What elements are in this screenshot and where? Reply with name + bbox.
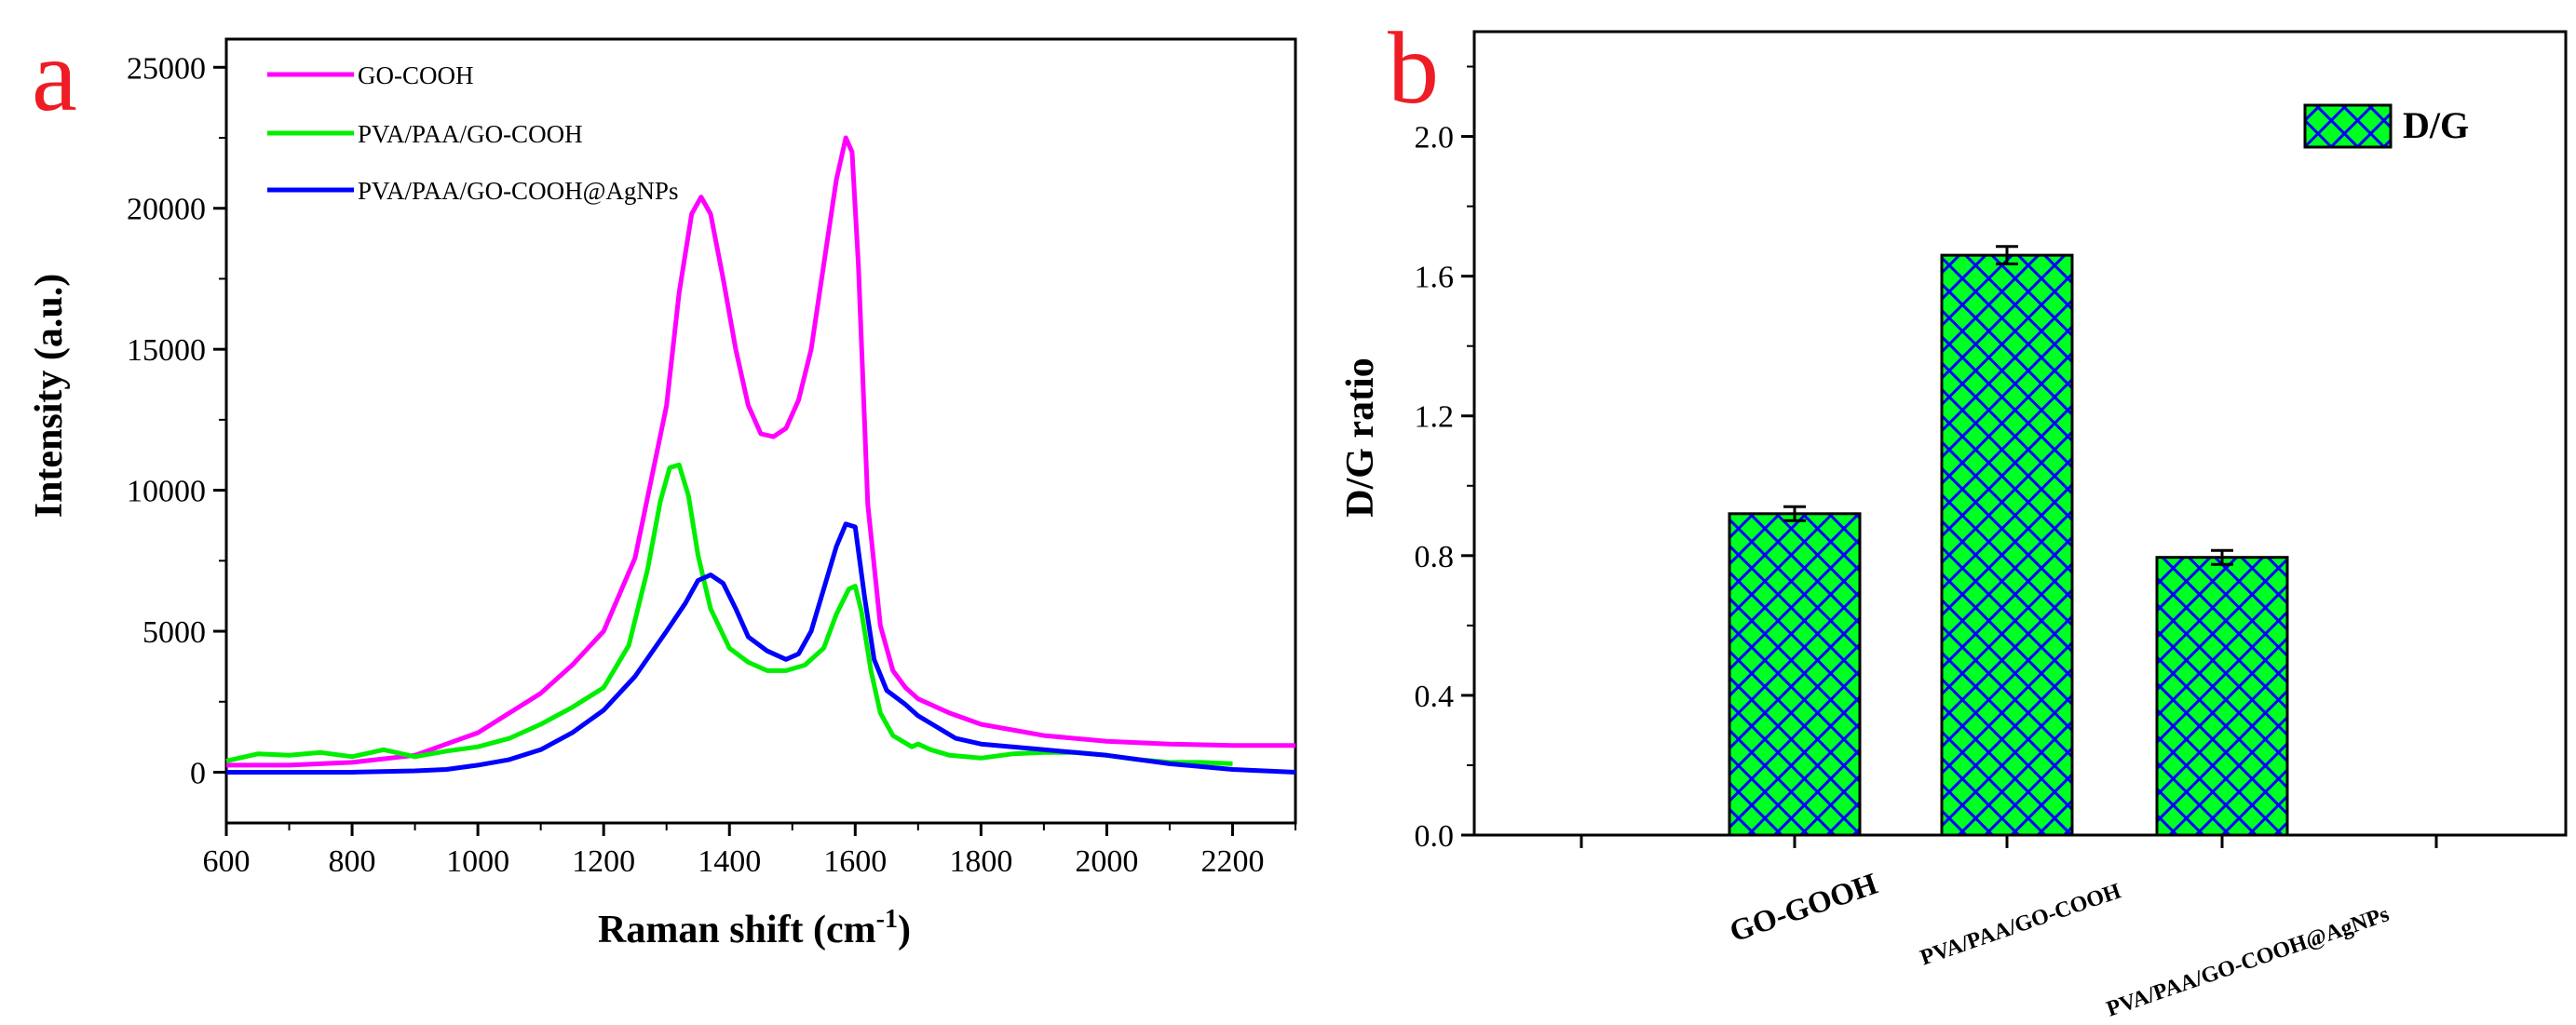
- series-line-2: [225, 462, 1233, 766]
- x-tick-label: 800: [329, 844, 376, 879]
- bar-1: [1728, 512, 1862, 837]
- series-line-1: [226, 135, 1295, 768]
- panel-b-bars: GO-GOOH PVA/PAA/GO-COOHPVA/PAA/GO-COOH@Ag…: [1726, 245, 2393, 1022]
- y-tick-label: 2.0: [1415, 121, 1455, 155]
- legend-label-2: PVA/PAA/GO-COOH: [358, 120, 583, 148]
- y-tick-label: 1.2: [1415, 400, 1455, 435]
- x-tick-label: 600: [203, 844, 251, 879]
- category-label-3: PVA/PAA/GO-COOH@AgNPs: [2104, 902, 2393, 1021]
- series-line-3: [226, 521, 1296, 775]
- legend-swatch: [2303, 103, 2393, 149]
- category-label-2: PVA/PAA/GO-COOH: [1918, 879, 2124, 970]
- panel-b-legend: D/G: [2303, 103, 2469, 149]
- x-tick-label: 2200: [1200, 844, 1264, 879]
- panel-a-x-axis-title: Raman shift (cm-1): [598, 905, 911, 951]
- legend-label: D/G: [2403, 104, 2469, 146]
- y-tick-label: 10000: [127, 475, 206, 509]
- y-tick-label: 25000: [127, 51, 206, 86]
- panel-b-letter: b: [1388, 11, 1439, 125]
- bar-3: [2155, 556, 2289, 837]
- category-label-1: GO-GOOH: [1726, 868, 1882, 950]
- panel-a-plot-frame: [224, 37, 1297, 825]
- panel-a-letter: a: [32, 19, 77, 132]
- y-tick-label: 0.8: [1415, 540, 1455, 574]
- legend-label-1: GO-COOH: [358, 61, 474, 89]
- y-tick-label: 15000: [127, 333, 206, 368]
- bar-2: [1940, 253, 2074, 837]
- y-tick-label: 0: [190, 756, 206, 790]
- panel-a-legend: GO-COOH PVA/PAA/GO-COOH PVA/PAA/GO-COOH@Ag…: [267, 61, 678, 205]
- panel-b-ticks: 0.0 0.4 0.8 1.2 1.6 2.0: [1415, 65, 2438, 854]
- panel-b-chart: 0.0 0.4 0.8 1.2 1.6 2.0 GO-GOOH PVA/PAA/GO-COO…: [1339, 11, 2568, 1022]
- x-tick-label: 1400: [698, 844, 761, 879]
- legend-label-3: PVA/PAA/GO-COOH@AgNPs: [358, 177, 678, 205]
- panel-a-ticks: 600 800 1000 1200 1400 1600 1800 2000 2200 0 5000 1…: [127, 51, 1296, 879]
- x-tick-label: 1000: [446, 844, 509, 879]
- panel-b-y-axis-title: D/G ratio: [1339, 357, 1382, 517]
- panel-a-y-axis-title: Intensity (a.u.): [28, 274, 71, 519]
- x-tick-label: 2000: [1075, 844, 1138, 879]
- y-tick-label: 0.0: [1415, 819, 1455, 854]
- y-tick-label: 0.4: [1415, 680, 1455, 714]
- y-tick-label: 5000: [142, 615, 206, 650]
- x-tick-label: 1600: [823, 844, 887, 879]
- y-tick-label: 1.6: [1415, 261, 1455, 295]
- panel-a-chart: 600 800 1000 1200 1400 1600 1800 2000 2200 0 5000 1…: [28, 19, 1297, 951]
- panel-a-series: [225, 135, 1296, 775]
- x-tick-label: 1800: [949, 844, 1012, 879]
- x-tick-label: 1200: [572, 844, 635, 879]
- y-tick-label: 20000: [127, 193, 206, 227]
